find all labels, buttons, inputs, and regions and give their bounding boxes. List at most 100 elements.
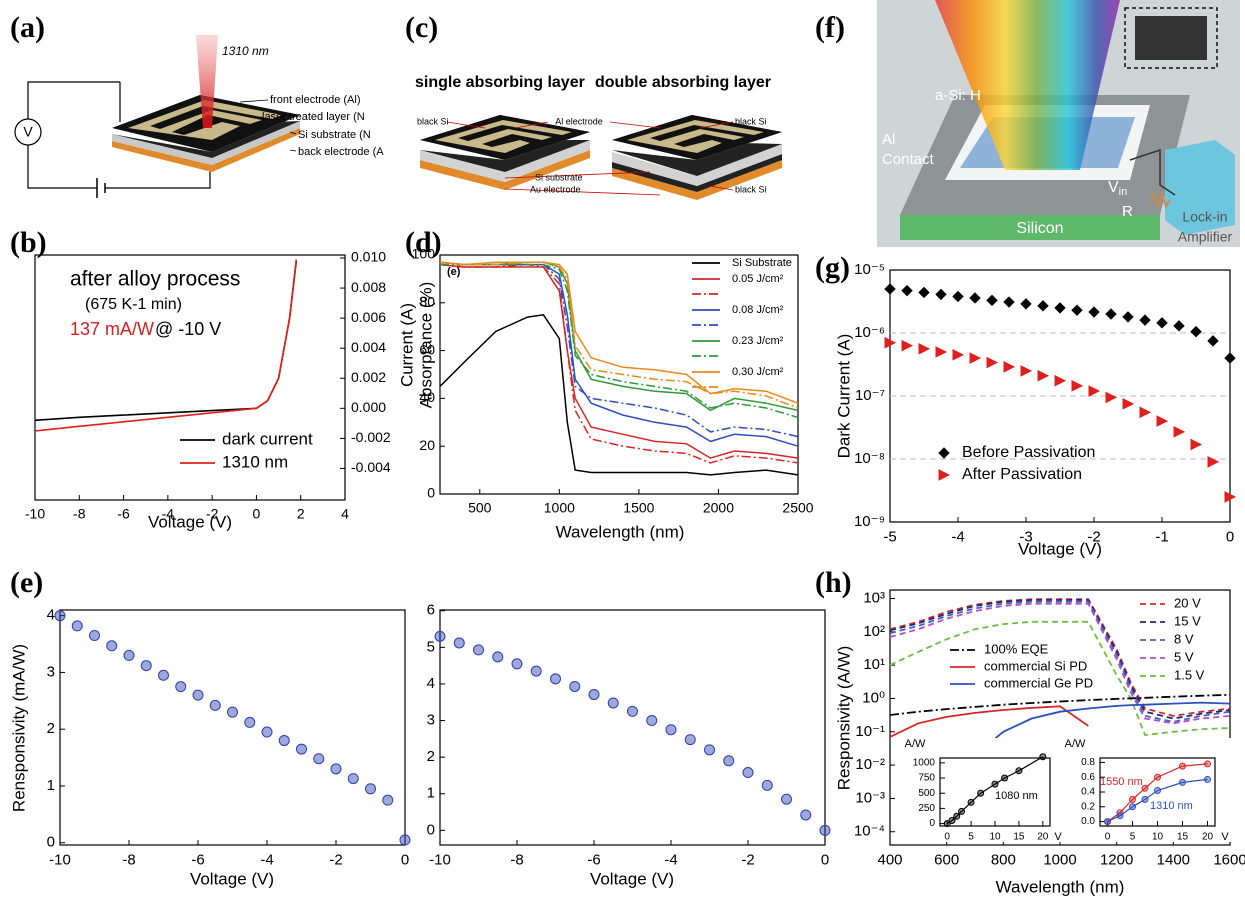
data-point (705, 745, 715, 755)
annotation: 137 mA/W (70, 319, 154, 339)
y-tick-label: 0.4 (1081, 787, 1095, 798)
x-tick-label: -6 (587, 851, 600, 868)
diagram-label: Contact (882, 151, 935, 168)
data-point (55, 611, 65, 621)
x-tick-label: 2000 (703, 499, 734, 515)
data-point (968, 799, 974, 805)
y-tick-label: 0.000 (351, 399, 386, 415)
data-point (1142, 796, 1148, 802)
data-point (1089, 386, 1099, 396)
y-tick-label: 10⁻³ (855, 789, 885, 806)
leader (505, 189, 660, 195)
annotation: (675 K-1 min) (85, 296, 182, 313)
wire (28, 82, 120, 188)
x-tick-label: 20 (1037, 832, 1049, 843)
x-axis-label: Wavelength (nm) (556, 522, 685, 541)
x-tick-label: 5 (1130, 832, 1136, 843)
data-point (970, 293, 980, 303)
diagram-label: Silicon (1016, 220, 1063, 237)
y-tick-label: 10² (863, 623, 885, 640)
data-point (474, 645, 484, 655)
diagram-c: single absorbing layer double absorbing … (415, 74, 782, 200)
figure: (a) (b) (c) (d) (e) (f) (g) (h) V 1310 n… (0, 0, 1245, 901)
y-tick-label: 0.010 (351, 249, 386, 265)
data-point (628, 706, 638, 716)
x-tick-label: 1500 (623, 499, 654, 515)
legend-label: Si Substrate (732, 257, 792, 269)
data-point (435, 631, 445, 641)
data-point (936, 347, 946, 357)
x-tick-label: 15 (1177, 832, 1189, 843)
y-tick-label: 750 (918, 773, 935, 784)
legend-label: 0.05 J/cm² (732, 273, 784, 285)
leader (240, 100, 268, 102)
x-tick-label: 0 (1226, 528, 1234, 545)
y-tick-label: 10⁻⁸ (854, 450, 885, 467)
y-tick-label: 10⁻⁷ (855, 387, 885, 404)
data-point (1208, 336, 1218, 346)
data-point (1157, 416, 1167, 426)
series-line (440, 265, 798, 437)
data-point (1055, 303, 1065, 313)
data-point (383, 795, 393, 805)
data-point (820, 825, 830, 835)
data-point (1208, 457, 1218, 467)
x-tick-label: 5 (968, 832, 974, 843)
y-axis-label: Dark Current (A) (834, 334, 853, 459)
data-point (1021, 299, 1031, 309)
x-tick-label: -4 (664, 851, 677, 868)
beam-label: 1310 nm (222, 44, 269, 58)
y-tick-label: 0.002 (351, 369, 386, 385)
panel-label: (e) (10, 566, 43, 599)
data-point (970, 353, 980, 363)
layer-label: Au electrode (530, 184, 581, 194)
x-tick-label: -1 (1155, 528, 1168, 545)
data-point (570, 682, 580, 692)
data-point (992, 781, 998, 787)
x-tick-label: 1000 (1043, 851, 1076, 868)
data-point (1155, 788, 1161, 794)
y-tick-label: 0.008 (351, 279, 386, 295)
data-point (1140, 315, 1150, 325)
layer-label: laser treated layer (N (262, 111, 365, 123)
y-tick-label: 4 (427, 675, 435, 692)
data-point (953, 291, 963, 301)
data-point (978, 790, 984, 796)
data-point (919, 344, 929, 354)
y-tick-label: 10⁰ (862, 689, 885, 706)
x-axis-label: Voltage (V) (190, 869, 274, 888)
y-tick-label: 10⁻² (855, 756, 885, 773)
wire (105, 170, 210, 188)
data-point (801, 810, 811, 820)
data-point (1072, 305, 1082, 315)
inset-photo (1135, 16, 1207, 60)
y-tick-label: 0.2 (1081, 801, 1095, 812)
x-tick-label: 1400 (1157, 851, 1190, 868)
x-tick-label: -6 (191, 851, 204, 868)
data-point (531, 666, 541, 676)
y-tick-label: 4 (47, 607, 55, 624)
y-tick-label: 0.8 (1081, 757, 1095, 768)
x-tick-label: -8 (122, 851, 135, 868)
legend-label: 0.30 J/cm² (732, 366, 784, 378)
data-point (193, 690, 203, 700)
x-tick-label: 1000 (544, 499, 575, 515)
panel-label: (c) (405, 11, 438, 44)
y-tick-label: 10³ (863, 589, 885, 606)
layer-label: black Si (735, 116, 767, 126)
layer-label: black Si (417, 116, 449, 126)
data-point (1123, 399, 1133, 409)
panel-label: (g) (815, 251, 850, 284)
panel-label: (h) (815, 566, 852, 599)
x-tick-label: 1600 (1213, 851, 1245, 868)
data-point (1040, 754, 1046, 760)
data-point (1157, 318, 1167, 328)
x-tick-label: -2 (329, 851, 342, 868)
annotation: 1310 nm (1150, 800, 1193, 812)
data-point (1140, 407, 1150, 417)
legend-label: 0.08 J/cm² (732, 304, 784, 316)
data-point (1205, 761, 1211, 767)
data-point (936, 289, 946, 299)
x-tick-label: 800 (991, 851, 1016, 868)
legend-marker (939, 448, 949, 458)
